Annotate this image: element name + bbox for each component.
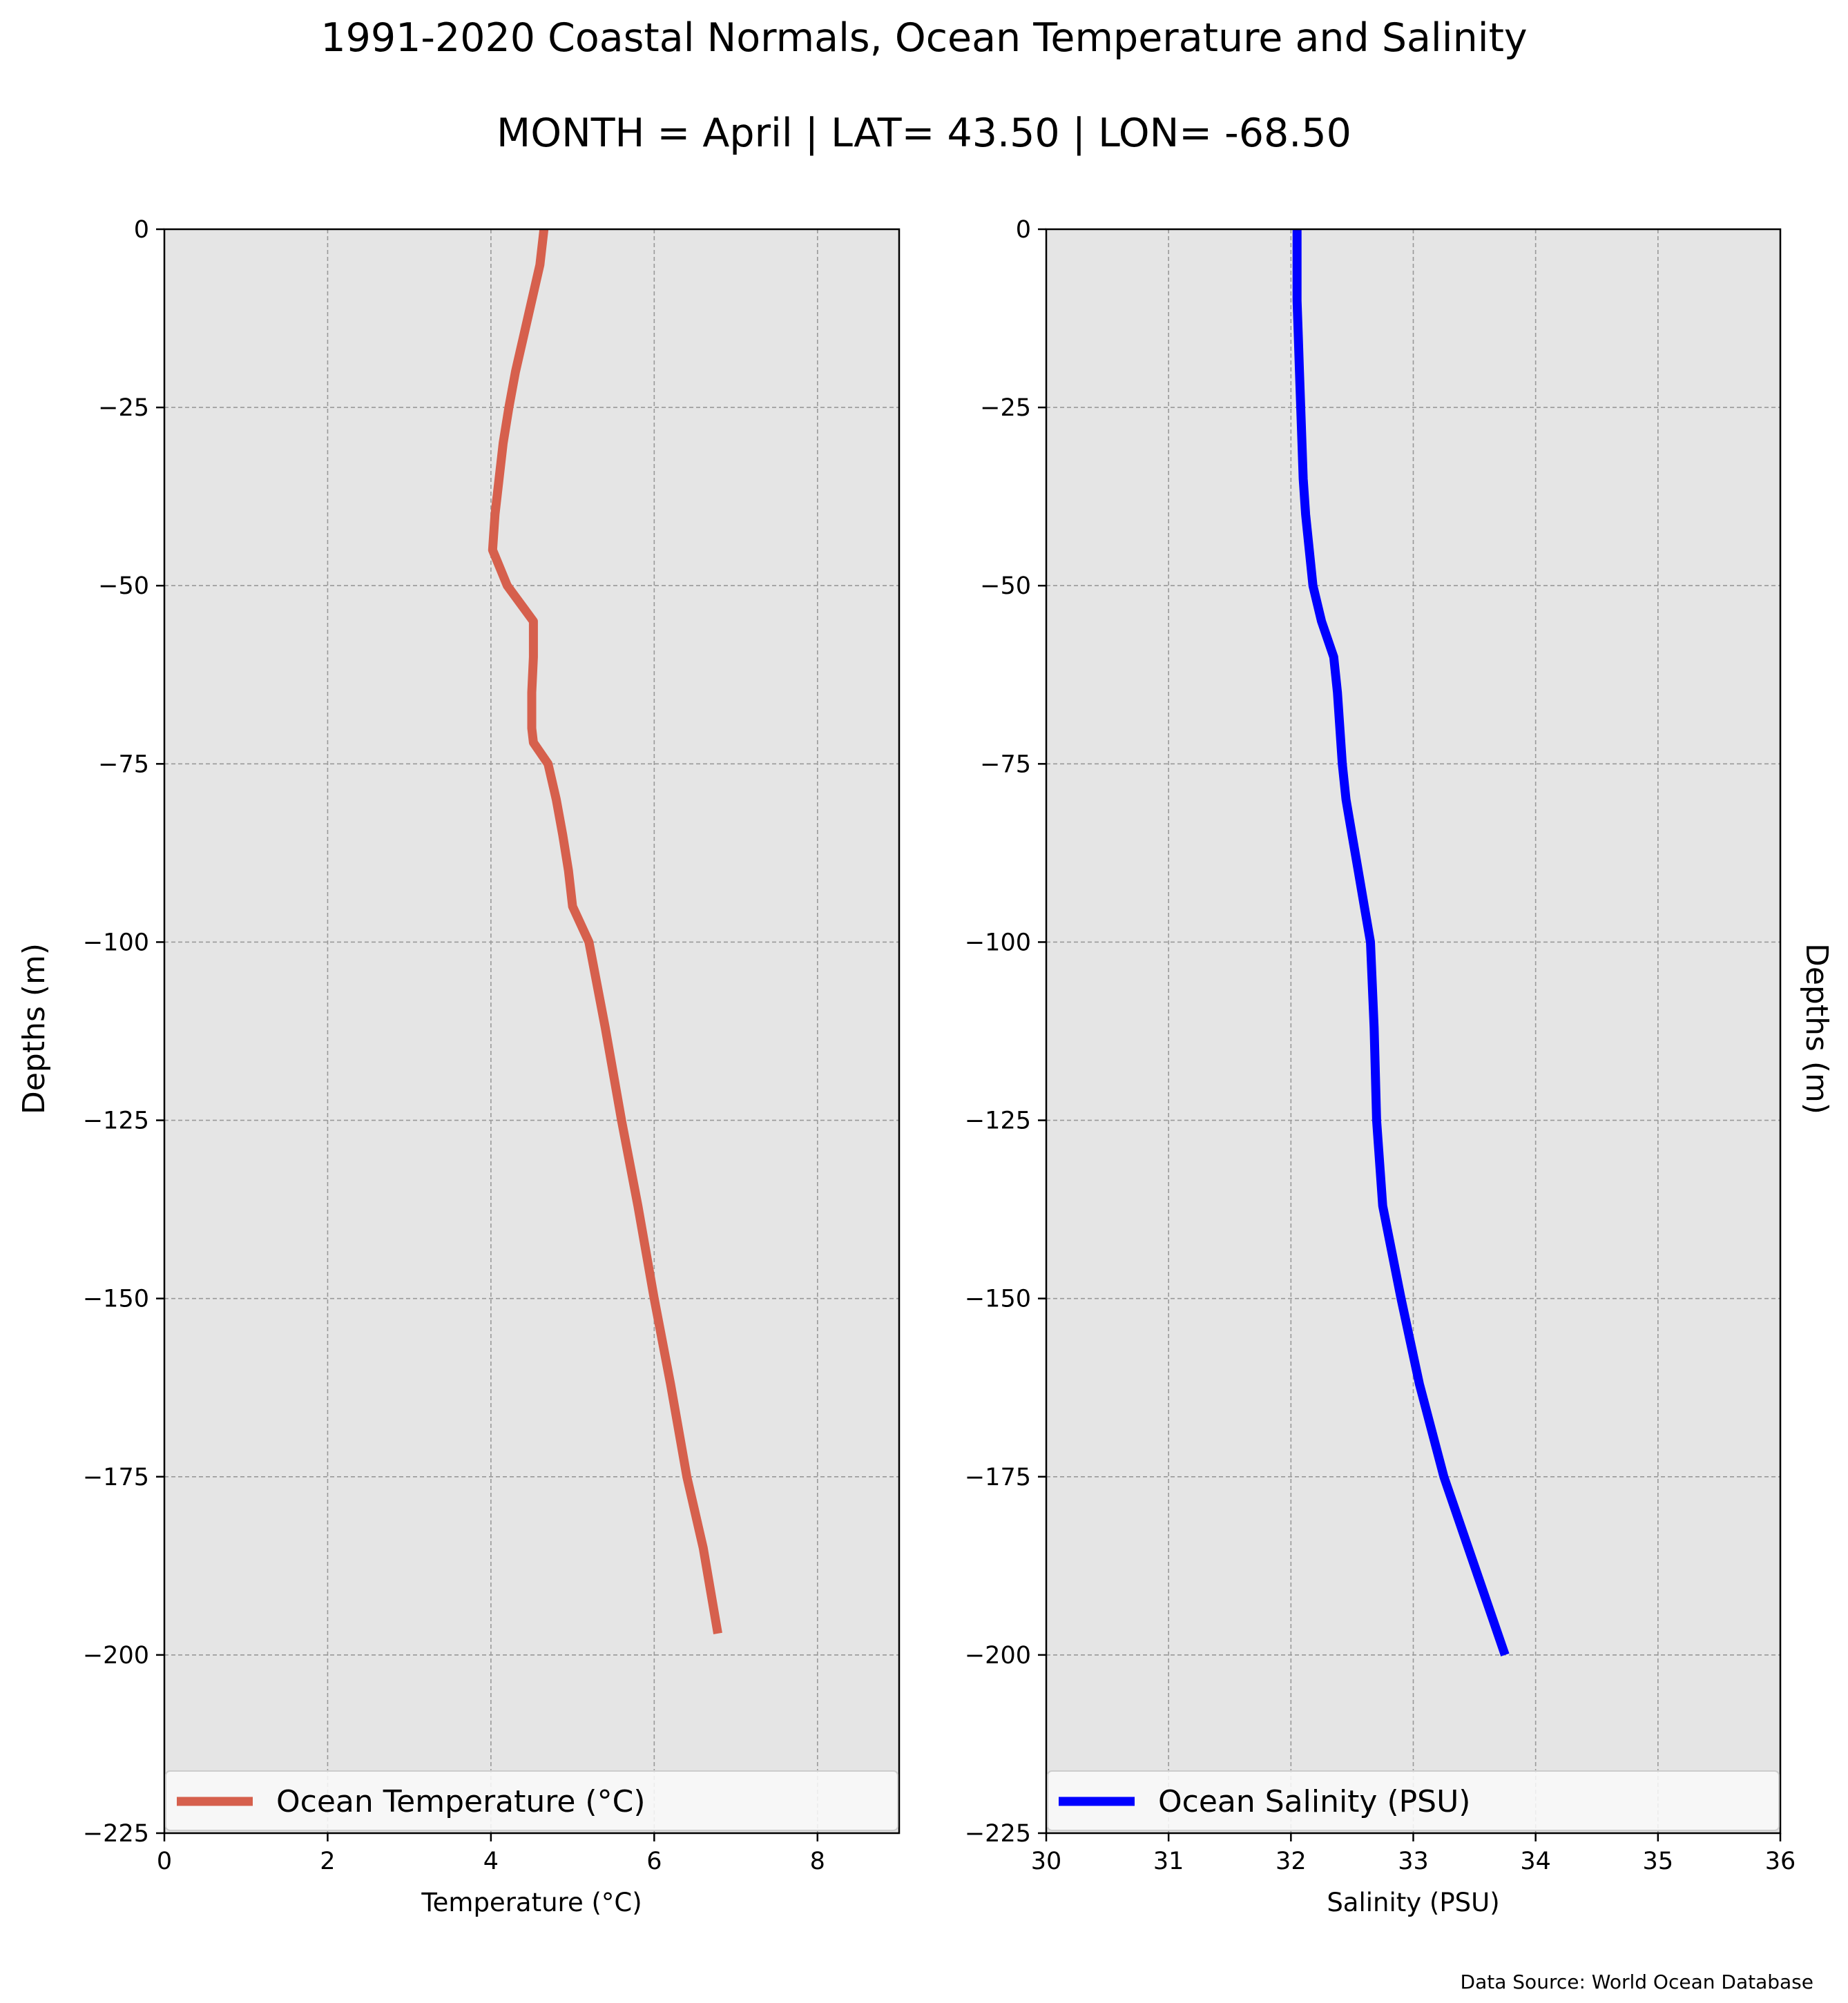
salinity-panel: 30 31 32 33 34 35 36 0 −25 −50 −75 −100 −125 −150 −175… (965, 216, 1796, 1917)
x-tick-label: 33 (1398, 1848, 1429, 1875)
x-tick-label: 30 (1031, 1848, 1062, 1875)
y-tick-label: −75 (980, 751, 1031, 778)
x-axis-label-0: Temperature (°C) (421, 1888, 642, 1917)
x-tick-label: 34 (1520, 1848, 1551, 1875)
y-tick-label: −50 (98, 572, 149, 600)
y-tick-label: −150 (83, 1286, 149, 1313)
chart-subtitle: MONTH = April | LAT= 43.50 | LON= -68.50 (497, 110, 1351, 156)
plot-area-0 (164, 229, 899, 1833)
series-line-1-0 (1292, 229, 1510, 1657)
x-tick-label: 4 (483, 1848, 499, 1875)
y-tick-label: −50 (980, 572, 1031, 600)
x-tick-label: 0 (157, 1848, 172, 1875)
y-tick-label: 0 (134, 216, 149, 244)
temperature-panel: 0 2 4 6 8 0 −25 −50 −75 −100 −125 −150 −175 −200 −225 T… (83, 216, 901, 1917)
left-y-axis-label: Depths (m) (17, 943, 52, 1114)
legend-box (165, 1770, 898, 1831)
x-tick-label: 36 (1765, 1848, 1796, 1875)
x-tick-label: 31 (1153, 1848, 1184, 1875)
y-tick-label: 0 (1016, 216, 1031, 244)
y-tick-label: −225 (965, 1820, 1031, 1848)
y-tick-label: −200 (83, 1642, 149, 1670)
y-tick-label: −75 (98, 751, 149, 778)
y-tick-label: −150 (965, 1286, 1031, 1313)
x-tick-label: 32 (1276, 1848, 1307, 1875)
x-axis-label-1: Salinity (PSU) (1327, 1888, 1499, 1917)
legend-label: Ocean Salinity (PSU) (1158, 1784, 1470, 1819)
series-line-0-0 (488, 229, 722, 1634)
y-tick-label: −100 (83, 929, 149, 956)
y-tick-label: −125 (83, 1107, 149, 1135)
x-tick-label: 6 (646, 1848, 662, 1875)
chart-title: 1991-2020 Coastal Normals, Ocean Tempera… (320, 15, 1527, 61)
legend-box (1047, 1770, 1780, 1831)
legend-label: Ocean Temperature (°C) (276, 1784, 646, 1819)
y-tick-label: −125 (965, 1107, 1031, 1135)
x-tick-label: 8 (810, 1848, 825, 1875)
right-y-axis-label: Depths (m) (1799, 943, 1834, 1114)
x-tick-label: 35 (1643, 1848, 1674, 1875)
y-tick-label: −175 (965, 1464, 1031, 1491)
legend-1: Ocean Salinity (PSU) (1047, 1770, 1780, 1831)
legend-0: Ocean Temperature (°C) (165, 1770, 898, 1831)
y-tick-label: −200 (965, 1642, 1031, 1670)
axes-frame-0 (163, 228, 901, 1835)
y-tick-label: −25 (98, 394, 149, 422)
y-tick-label: −25 (980, 394, 1031, 422)
data-source-note: Data Source: World Ocean Database (1461, 1971, 1813, 1993)
x-tick-label: 2 (320, 1848, 335, 1875)
y-tick-label: −175 (83, 1464, 149, 1491)
y-tick-label: −225 (83, 1820, 149, 1848)
y-tick-label: −100 (965, 929, 1031, 956)
